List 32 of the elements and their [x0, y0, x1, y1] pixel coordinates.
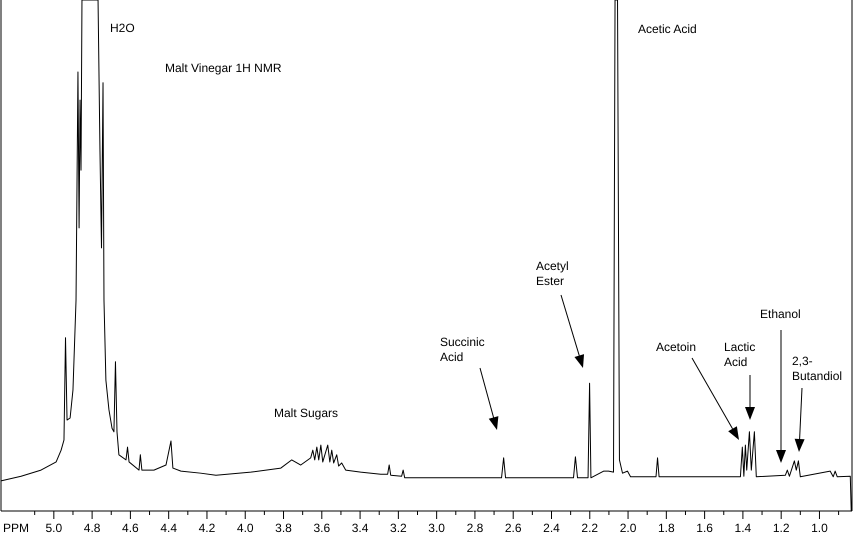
annotation: Malt Sugars — [274, 406, 338, 420]
text: Malt Vinegar 1H NMR — [165, 61, 282, 75]
x-tick-label: 3.4 — [352, 521, 369, 535]
x-tick-label: 1.0 — [811, 521, 828, 535]
x-tick-label: 1.4 — [734, 521, 752, 535]
x-tick-label: 3.6 — [313, 521, 330, 535]
annotation: 2,3-Butandiol — [792, 354, 842, 383]
x-tick-label: 2.6 — [504, 521, 522, 535]
x-tick-label: 4.4 — [160, 521, 178, 535]
x-tick-label: 1.6 — [696, 521, 714, 535]
x-tick-label: 2.0 — [620, 521, 637, 535]
x-tick-label: 3.8 — [275, 521, 292, 535]
annotation: Acetyl Ester — [536, 259, 569, 288]
annotation: Acetoin — [656, 340, 696, 354]
x-tick-label: 5.0 — [45, 521, 62, 535]
x-tick-label: 4.0 — [236, 521, 254, 535]
x-tick-label: 4.2 — [198, 521, 216, 535]
x-tick-label: 4.6 — [122, 521, 140, 535]
x-tick-label: 2.8 — [466, 521, 484, 535]
x-tick-label: 2.2 — [581, 521, 598, 535]
x-tick-label: 1.8 — [658, 521, 675, 535]
annotation: Ethanol — [760, 307, 801, 321]
x-tick-label: 3.0 — [428, 521, 446, 535]
x-tick-label: 4.8 — [84, 521, 101, 535]
x-tick-label: 3.2 — [390, 521, 408, 535]
annotation: Acetic Acid — [638, 22, 697, 36]
annotation: Succinic Acid — [440, 335, 485, 364]
annotation: H2O — [110, 21, 135, 35]
x-tick-label: 1.2 — [772, 521, 790, 535]
x-axis-title: PPM — [3, 521, 30, 535]
x-tick-label: 2.4 — [543, 521, 560, 535]
annotation: Lactic Acid — [724, 340, 756, 369]
